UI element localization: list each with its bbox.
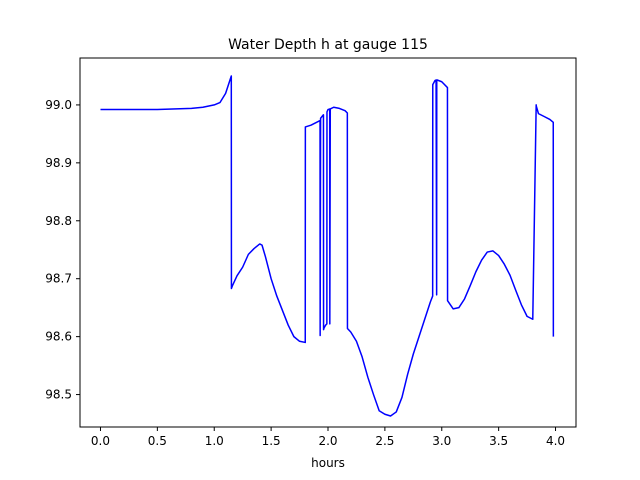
x-tick-label: 2.0 [318, 434, 337, 448]
y-tick-label: 98.5 [45, 388, 72, 402]
x-tick-label: 1.5 [262, 434, 281, 448]
y-tick-label: 98.9 [45, 156, 72, 170]
plot-area [100, 75, 555, 417]
y-tick-label: 98.6 [45, 330, 72, 344]
x-tick-label: 4.0 [546, 434, 565, 448]
series-line-0 [100, 75, 555, 417]
x-tick-label: 3.5 [489, 434, 508, 448]
y-tick-label: 98.8 [45, 214, 72, 228]
axes-frame [79, 57, 577, 428]
x-axis-ticks: 0.0 0.5 1.0 1.5 2.0 2.5 3.0 3.5 4.0 [91, 427, 565, 448]
x-axis-label: hours [311, 456, 345, 470]
chart-title: Water Depth h at gauge 115 [228, 37, 428, 53]
x-tick-label: 1.0 [205, 434, 224, 448]
x-tick-label: 0.0 [91, 434, 110, 448]
y-tick-label: 98.7 [45, 272, 72, 286]
y-tick-label: 99.0 [45, 98, 72, 112]
x-tick-label: 3.0 [432, 434, 451, 448]
x-tick-label: 0.5 [148, 434, 167, 448]
x-tick-label: 2.5 [375, 434, 394, 448]
y-axis-ticks: 98.5 98.6 98.7 98.8 98.9 99.0 [45, 98, 80, 402]
